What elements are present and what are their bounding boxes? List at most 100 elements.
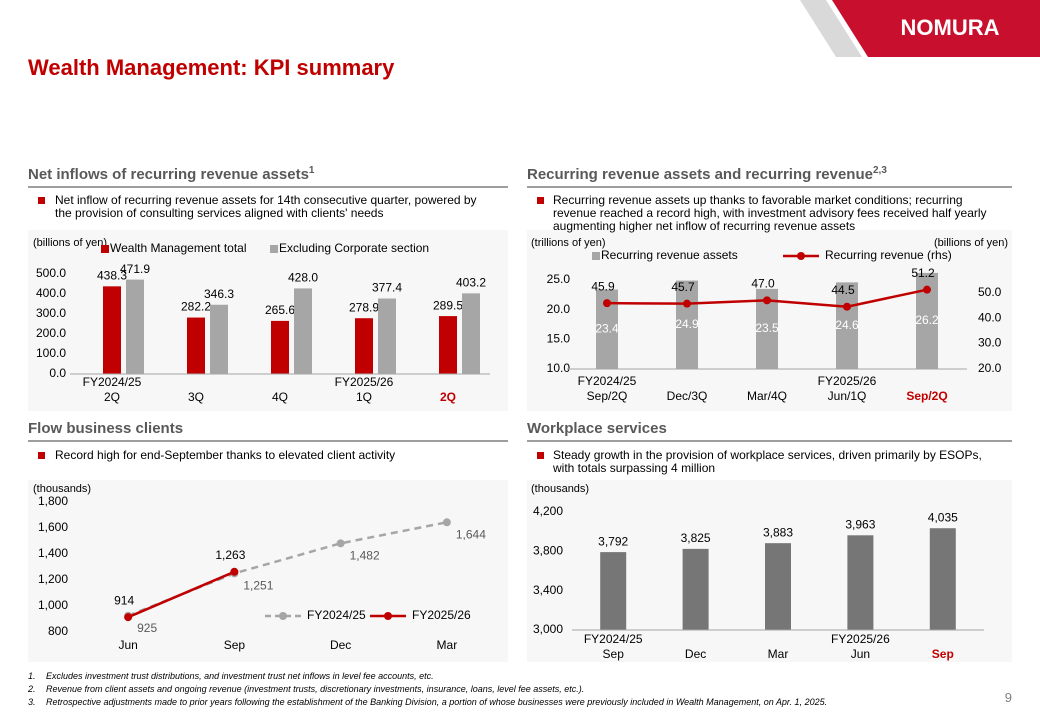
bar: [126, 279, 144, 374]
heading-sup: 2,3: [872, 165, 887, 176]
x-tick-label: Jun: [118, 638, 137, 652]
data-label: 282.2: [181, 300, 211, 314]
y-tick-label: 1,400: [38, 546, 68, 560]
y-tick-label: 25.0: [547, 272, 571, 286]
x-tick-label: Sep/2Q: [906, 389, 947, 403]
logo: NOMURA: [901, 15, 1000, 40]
bar: [271, 320, 289, 374]
y-tick-label: 40.0: [978, 310, 1002, 324]
point: [603, 299, 611, 308]
data-label: 403.2: [456, 276, 486, 290]
x-tick-label: Dec/3Q: [667, 389, 708, 403]
y-tick-label: 3,800: [533, 544, 563, 558]
x-tick-label: Dec: [685, 647, 706, 661]
data-label: 44.5: [831, 283, 855, 297]
data-label: 3,825: [681, 531, 711, 545]
title: Wealth Management: KPI summary: [28, 55, 395, 80]
data-label: 438.3: [97, 269, 127, 283]
bullet: Recurring revenue assets up thanks to fa…: [553, 193, 987, 233]
page-number: 9: [1004, 690, 1012, 705]
y-tick-label: 1,200: [38, 572, 68, 586]
y-tick-label: 30.0: [978, 336, 1002, 350]
panel: [28, 480, 508, 662]
footnote: Excludes investment trust distributions,…: [46, 671, 434, 681]
data-label: 428.0: [288, 271, 318, 285]
point: [923, 285, 931, 294]
data-label: 3,792: [598, 534, 628, 548]
bar: [929, 528, 956, 630]
data-label: 3,883: [763, 525, 793, 539]
data-label: 1,644: [456, 527, 486, 541]
axis-label: (thousands): [531, 483, 589, 495]
footnote: Retrospective adjustments made to prior …: [46, 697, 828, 707]
bullet: Steady growth in the provision of workpl…: [553, 448, 982, 475]
y-tick-label: 400.0: [36, 286, 66, 300]
legend-label: Wealth Management total: [110, 241, 247, 255]
section-heading: Flow business clients: [28, 420, 183, 437]
data-label: 23.5: [755, 321, 779, 335]
x-tick-label: Sep: [603, 647, 625, 661]
point: [230, 567, 239, 576]
bullet: Net inflow of recurring revenue assets f…: [55, 193, 477, 220]
y-tick-label: 10.0: [547, 361, 571, 375]
y-tick-label: 4,200: [533, 504, 563, 518]
line: [127, 570, 235, 619]
x-tick-label: FY2024/25: [578, 374, 637, 388]
y-tick-label: 1,800: [38, 494, 68, 508]
x-tick-label: FY2025/26: [335, 375, 394, 389]
axis-label: (thousands): [33, 483, 91, 495]
y-tick-label: 15.0: [547, 332, 571, 346]
bar: [210, 304, 228, 374]
data-label: 1,251: [243, 579, 273, 593]
point: [336, 539, 345, 548]
x-tick-label: FY2025/26: [831, 632, 890, 646]
axis-label: (billions of yen): [934, 237, 1008, 249]
y-tick-label: 20.0: [978, 361, 1002, 375]
heading-text: Workplace services: [527, 420, 667, 437]
legend-label: FY2025/26: [412, 608, 471, 622]
y-tick-label: 100.0: [36, 346, 66, 360]
point: [683, 299, 691, 308]
data-label: 23.4: [595, 321, 619, 335]
data-label: 3,963: [845, 517, 875, 531]
point: [763, 296, 771, 305]
axis-label: (trillions of yen): [531, 237, 606, 249]
y-tick-label: 0.0: [49, 366, 66, 380]
bar: [916, 272, 938, 369]
legend-swatch: [279, 612, 287, 620]
bar: [103, 286, 121, 374]
x-tick-label: Jun: [851, 647, 870, 661]
bar: [756, 288, 778, 369]
logo-band: [832, 0, 1040, 57]
legend-label: Recurring revenue (rhs): [825, 248, 952, 262]
bar: [836, 282, 858, 369]
y-tick-label: 1,000: [38, 598, 68, 612]
logo-stripe: [800, 0, 862, 57]
footnote-marker: 2.: [28, 684, 36, 694]
data-label: 51.2: [911, 266, 935, 280]
heading-text: Flow business clients: [28, 420, 184, 437]
bar: [847, 535, 874, 630]
legend-label: Recurring revenue assets: [601, 248, 738, 262]
legend-swatch: [384, 612, 392, 620]
point: [843, 302, 851, 311]
x-tick-label: Sep: [932, 647, 954, 661]
x-tick-label: Mar: [768, 647, 789, 661]
legend-swatch: [797, 252, 805, 260]
bar: [462, 293, 480, 374]
x-tick-label: FY2024/25: [584, 632, 643, 646]
data-label: 278.9: [349, 300, 379, 314]
heading-sup: 1: [308, 165, 315, 176]
bar: [355, 318, 373, 374]
point: [442, 518, 451, 527]
data-label: 26.2: [915, 313, 939, 327]
legend-swatch: [101, 245, 109, 253]
x-tick-label: FY2024/25: [83, 375, 142, 389]
x-tick-label: 2Q: [440, 390, 456, 404]
x-tick-label: Mar: [437, 638, 458, 652]
data-label: 377.4: [372, 281, 402, 295]
y-tick-label: 300.0: [36, 306, 66, 320]
data-label: 471.9: [120, 262, 150, 276]
data-label: 289.5: [433, 298, 463, 312]
